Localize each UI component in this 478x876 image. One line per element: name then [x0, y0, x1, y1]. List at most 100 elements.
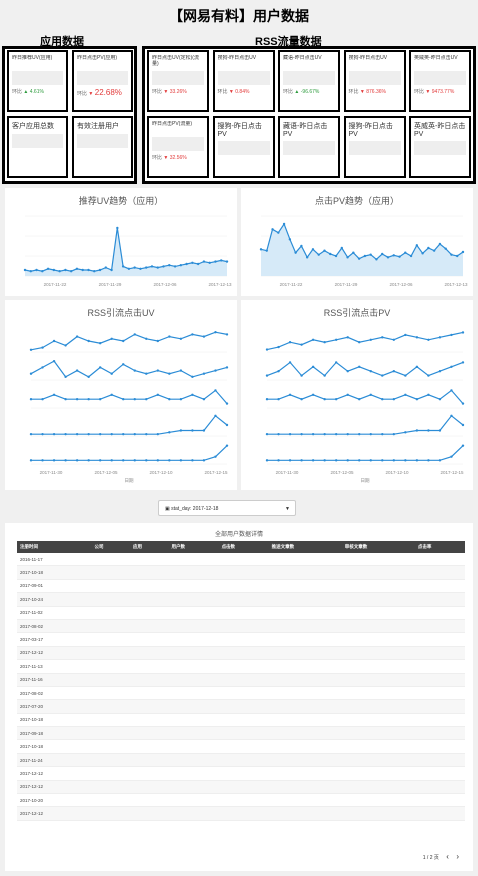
- data-point[interactable]: [156, 369, 160, 372]
- table-row[interactable]: 2017-11-24: [17, 753, 465, 768]
- data-point[interactable]: [461, 361, 465, 364]
- data-point[interactable]: [277, 459, 280, 462]
- data-point[interactable]: [323, 432, 326, 436]
- table-header-cell[interactable]: 推送文章数: [268, 541, 342, 553]
- data-point[interactable]: [41, 270, 44, 273]
- data-point[interactable]: [450, 414, 453, 418]
- data-point[interactable]: [300, 343, 303, 346]
- data-point[interactable]: [277, 370, 280, 373]
- data-point[interactable]: [58, 270, 61, 273]
- data-point[interactable]: [64, 344, 67, 347]
- data-point[interactable]: [334, 254, 338, 258]
- data-point[interactable]: [311, 248, 315, 251]
- data-point[interactable]: [461, 250, 465, 254]
- data-point[interactable]: [214, 414, 217, 418]
- data-point[interactable]: [450, 389, 453, 392]
- data-point[interactable]: [381, 374, 384, 377]
- data-point[interactable]: [41, 398, 44, 401]
- data-point[interactable]: [450, 333, 453, 337]
- data-point[interactable]: [352, 251, 355, 254]
- table-header-cell[interactable]: 点击数: [218, 541, 269, 553]
- data-point[interactable]: [35, 268, 38, 272]
- data-point[interactable]: [133, 459, 136, 462]
- table-row[interactable]: 2017-12-12: [17, 780, 465, 795]
- data-point[interactable]: [23, 268, 27, 272]
- data-point[interactable]: [358, 365, 361, 368]
- data-point[interactable]: [265, 398, 269, 401]
- data-point[interactable]: [214, 369, 217, 372]
- table-header-cell[interactable]: 用户数: [168, 541, 219, 553]
- data-point[interactable]: [122, 363, 125, 366]
- data-point[interactable]: [427, 374, 430, 377]
- data-point[interactable]: [133, 266, 136, 269]
- data-point[interactable]: [29, 270, 32, 273]
- data-point[interactable]: [363, 254, 367, 258]
- data-point[interactable]: [29, 432, 33, 436]
- data-point[interactable]: [75, 267, 79, 270]
- table-row[interactable]: 2017-09-01: [17, 579, 465, 594]
- data-point[interactable]: [392, 398, 396, 401]
- data-point[interactable]: [415, 365, 419, 368]
- data-point[interactable]: [121, 265, 125, 268]
- data-point[interactable]: [179, 369, 183, 372]
- data-point[interactable]: [168, 431, 171, 434]
- data-point[interactable]: [450, 253, 453, 256]
- data-point[interactable]: [168, 459, 171, 462]
- data-point[interactable]: [438, 336, 442, 339]
- data-point[interactable]: [311, 393, 315, 396]
- data-point[interactable]: [334, 398, 338, 401]
- data-point[interactable]: [346, 393, 349, 396]
- data-point[interactable]: [311, 338, 315, 341]
- data-point[interactable]: [311, 432, 315, 436]
- data-point[interactable]: [87, 268, 90, 272]
- data-point[interactable]: [156, 266, 159, 269]
- data-point[interactable]: [438, 429, 442, 432]
- data-point[interactable]: [404, 251, 407, 254]
- data-point[interactable]: [265, 374, 269, 377]
- data-point[interactable]: [29, 348, 33, 351]
- data-point[interactable]: [29, 372, 33, 375]
- data-point[interactable]: [110, 432, 113, 436]
- data-point[interactable]: [191, 375, 194, 379]
- data-point[interactable]: [179, 459, 183, 462]
- data-point[interactable]: [300, 459, 303, 462]
- data-point[interactable]: [438, 459, 442, 462]
- data-point[interactable]: [202, 372, 206, 375]
- data-point[interactable]: [427, 393, 430, 396]
- data-point[interactable]: [87, 432, 90, 436]
- table-row[interactable]: 2017-03-17: [17, 632, 465, 647]
- data-point[interactable]: [64, 459, 67, 462]
- data-point[interactable]: [179, 337, 183, 340]
- data-point[interactable]: [415, 429, 419, 432]
- data-point[interactable]: [404, 393, 407, 396]
- data-point[interactable]: [317, 253, 320, 256]
- data-point[interactable]: [323, 249, 326, 252]
- table-header-cell[interactable]: 注册时间: [17, 541, 92, 553]
- data-point[interactable]: [133, 432, 136, 436]
- data-point[interactable]: [191, 393, 194, 396]
- data-point[interactable]: [64, 432, 67, 436]
- data-point[interactable]: [369, 370, 372, 373]
- data-point[interactable]: [358, 398, 361, 401]
- table-row[interactable]: 2017-11-02: [17, 606, 465, 620]
- data-point[interactable]: [29, 398, 33, 401]
- table-row[interactable]: 2017-10-18: [17, 565, 465, 580]
- data-point[interactable]: [392, 370, 396, 373]
- table-row[interactable]: 2017-10-24: [17, 592, 465, 607]
- data-point[interactable]: [168, 335, 171, 338]
- data-point[interactable]: [381, 398, 384, 401]
- data-point[interactable]: [179, 398, 183, 401]
- table-row[interactable]: 2017-10-20: [17, 793, 465, 808]
- data-point[interactable]: [202, 398, 206, 401]
- data-point[interactable]: [87, 339, 90, 343]
- data-point[interactable]: [415, 459, 419, 462]
- data-point[interactable]: [214, 260, 217, 263]
- data-point[interactable]: [311, 459, 315, 462]
- data-point[interactable]: [427, 459, 430, 462]
- data-point[interactable]: [145, 372, 148, 375]
- data-point[interactable]: [294, 251, 297, 254]
- data-point[interactable]: [168, 372, 171, 375]
- table-header-cell[interactable]: 公司: [91, 541, 131, 553]
- data-point[interactable]: [438, 242, 442, 246]
- data-point[interactable]: [381, 336, 384, 339]
